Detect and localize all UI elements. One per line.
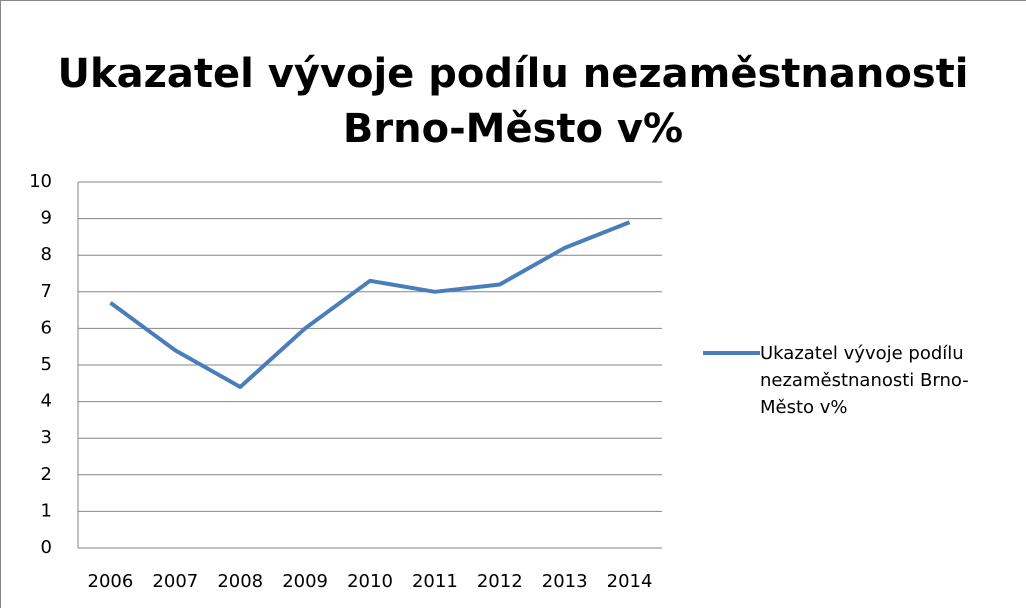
x-tick-label: 2008: [217, 571, 263, 592]
y-tick-label: 1: [41, 500, 52, 521]
y-tick-label: 9: [41, 208, 52, 229]
x-tick-label: 2014: [607, 571, 653, 592]
y-tick-label: 2: [41, 464, 52, 485]
y-tick-label: 4: [41, 391, 52, 412]
y-tick-label: 0: [41, 537, 52, 558]
x-tick-label: 2006: [88, 571, 134, 592]
legend-label: Ukazatel vývoje podílu nezaměstnanosti B…: [760, 343, 969, 418]
x-tick-label: 2007: [152, 571, 198, 592]
line-series: [109, 220, 631, 389]
y-tick-label: 3: [41, 427, 52, 448]
y-tick-label: 10: [29, 171, 52, 192]
y-tick-label: 6: [41, 317, 52, 338]
chart-title: Brno-Město v%: [343, 106, 683, 152]
y-tick-label: 5: [41, 354, 52, 375]
y-tick-label: 8: [41, 244, 52, 265]
x-tick-label: 2011: [412, 571, 458, 592]
y-tick-label: 7: [41, 281, 52, 302]
x-tick-label: 2012: [477, 571, 523, 592]
x-tick-label: 2009: [282, 571, 328, 592]
x-tick-label: 2010: [347, 571, 393, 592]
x-tick-label: 2013: [542, 571, 588, 592]
chart-title: Ukazatel vývoje podílu nezaměstnanosti: [58, 51, 969, 97]
